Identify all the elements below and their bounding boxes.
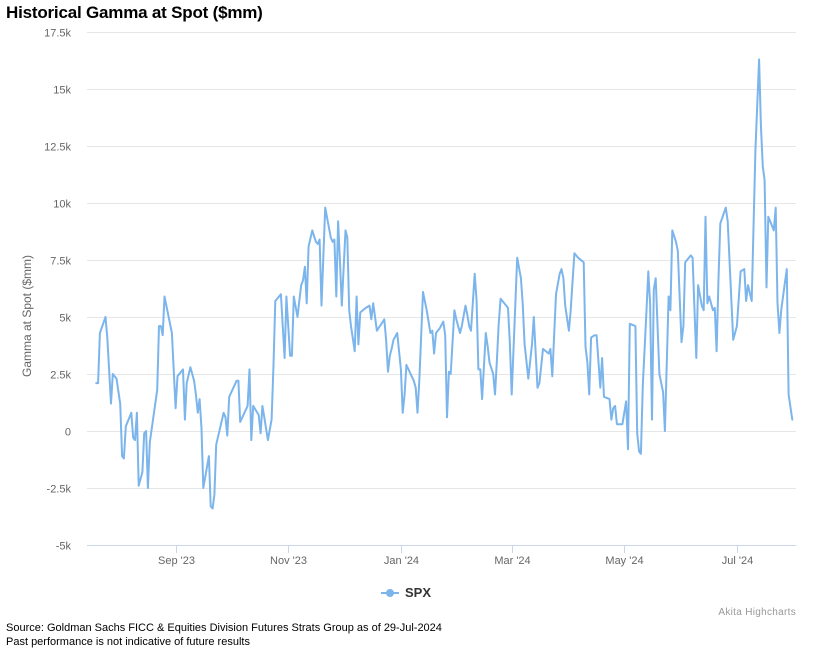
legend-label: SPX <box>405 585 432 600</box>
y-tick-label: 15k <box>53 85 71 97</box>
legend-item-spx[interactable]: SPX <box>381 585 431 600</box>
chart-title: Historical Gamma at Spot ($mm) <box>6 3 263 22</box>
x-tick-label: Nov '23 <box>270 555 307 567</box>
x-tick-label: May '24 <box>605 555 643 567</box>
x-axis-ticks: Sep '23 Nov '23 Jan '24 Mar '24 May '24 Jul '… <box>158 545 753 567</box>
chart-credit[interactable]: Akita Highcharts <box>718 607 796 618</box>
x-tick-label: Jul '24 <box>722 555 753 567</box>
y-tick-label: 10k <box>53 199 71 211</box>
disclaimer-note: Past performance is not indicative of fu… <box>6 636 250 648</box>
y-tick-label: 7.5k <box>50 256 71 268</box>
x-tick-label: Mar '24 <box>494 555 530 567</box>
series-group <box>95 58 794 510</box>
y-gridlines <box>87 32 796 546</box>
y-tick-label: 17.5k <box>44 28 71 40</box>
y-tick-label: -5k <box>56 541 72 553</box>
x-tick-label: Jan '24 <box>384 555 419 567</box>
y-axis-tick-labels: -5k -2.5k 0 2.5k 5k 7.5k 10k 12.5k 15k 17.5k <box>44 28 71 553</box>
y-tick-label: 5k <box>59 313 71 325</box>
y-tick-label: 12.5k <box>44 142 71 154</box>
y-tick-label: -2.5k <box>47 484 72 496</box>
y-tick-label: 2.5k <box>50 370 71 382</box>
x-tick-label: Sep '23 <box>158 555 195 567</box>
source-note: Source: Goldman Sachs FICC & Equities Di… <box>6 622 442 634</box>
y-tick-label: 0 <box>65 427 71 439</box>
legend-symbol-icon <box>381 588 399 598</box>
series-line-spx[interactable] <box>95 58 794 510</box>
y-axis-title: Gamma at Spot ($mm) <box>20 255 34 377</box>
